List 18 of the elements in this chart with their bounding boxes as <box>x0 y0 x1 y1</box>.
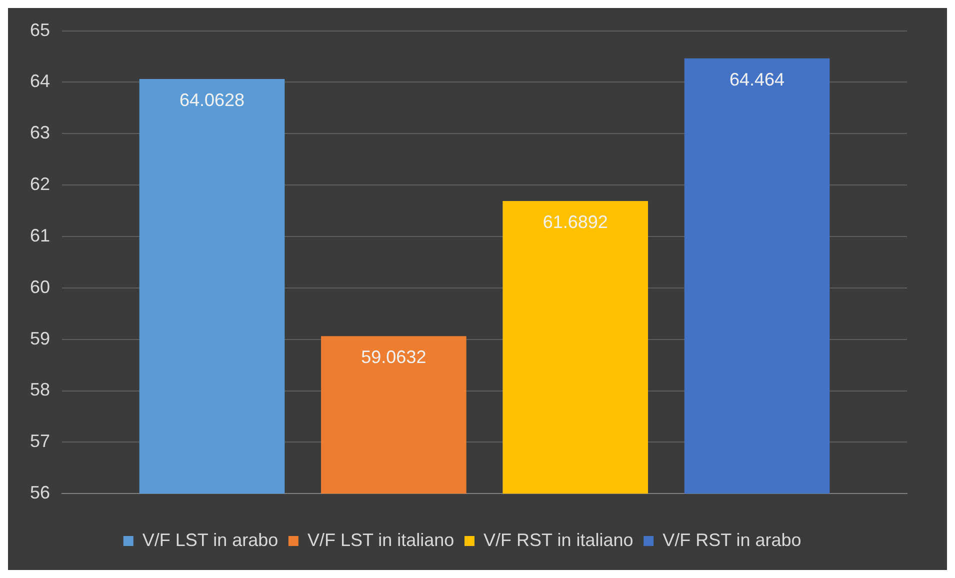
y-tick-label: 65 <box>30 20 50 40</box>
data-label: 64.0628 <box>179 90 245 110</box>
legend-label: V/F RST in italiano <box>484 530 634 550</box>
y-tick-label: 59 <box>30 328 50 348</box>
y-tick-label: 57 <box>30 431 50 452</box>
y-tick-label: 63 <box>30 122 50 143</box>
y-tick-label: 56 <box>30 482 50 503</box>
y-tick-label: 60 <box>30 276 50 297</box>
y-tick-label: 64 <box>30 71 50 92</box>
legend-label: V/F LST in italiano <box>307 530 454 550</box>
data-label: 59.0632 <box>361 347 426 368</box>
data-label: 64.464 <box>729 69 785 90</box>
y-tick-label: 58 <box>30 380 50 400</box>
legend-label: V/F RST in arabo <box>662 530 802 550</box>
data-label: 61.6892 <box>542 212 608 232</box>
y-tick-label: 62 <box>30 174 50 194</box>
legend-label: V/F LST in arabo <box>142 530 278 550</box>
y-tick-label: 61 <box>30 225 50 246</box>
